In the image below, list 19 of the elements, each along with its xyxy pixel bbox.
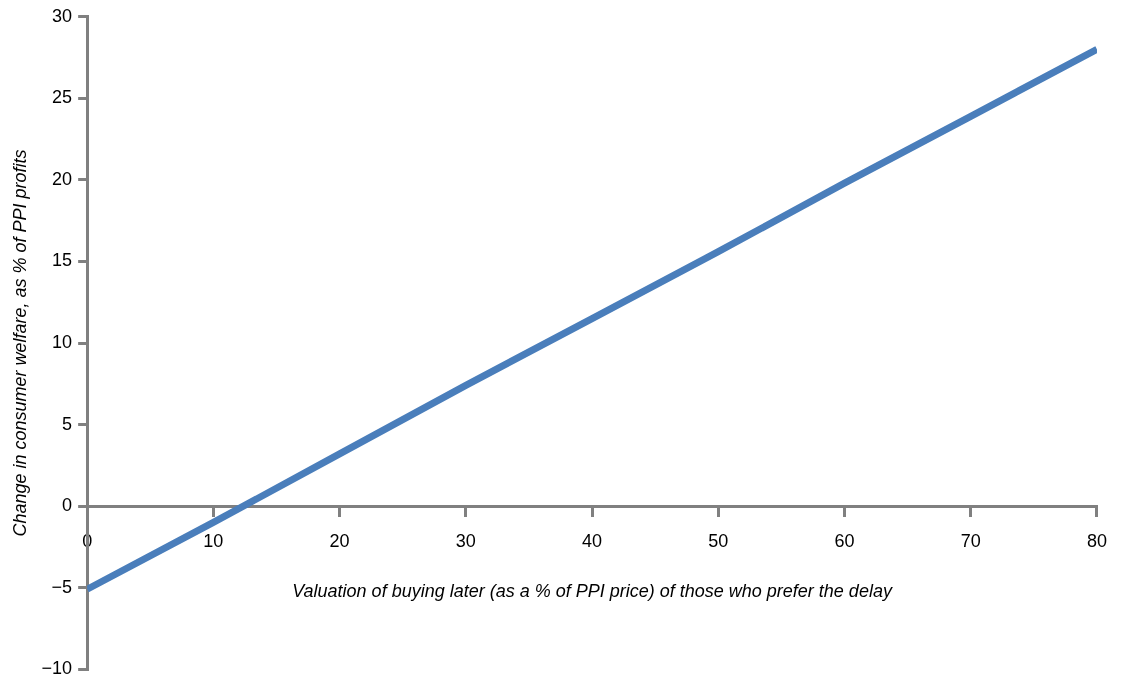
y-tick-label: 5	[62, 413, 73, 434]
y-tick-label: −10	[41, 658, 73, 679]
x-tick-label: 60	[834, 530, 855, 551]
y-tick-label: 25	[52, 87, 73, 108]
x-tick-label: 50	[708, 530, 729, 551]
y-tick-label: 20	[52, 168, 73, 189]
y-tick-label: −5	[51, 576, 73, 597]
x-tick-label: 70	[960, 530, 981, 551]
x-tick-label: 10	[203, 530, 224, 551]
x-tick-label: 20	[329, 530, 350, 551]
y-tick-label: 30	[52, 5, 73, 26]
x-axis-title: Valuation of buying later (as a % of PPI price) of those who prefer the delay	[292, 580, 893, 601]
x-tick-label: 30	[455, 530, 476, 551]
y-tick-label: 10	[52, 331, 73, 352]
y-axis-title: Change in consumer welfare, as % of PPI profits	[9, 149, 30, 537]
y-tick-label: 0	[62, 495, 73, 516]
x-tick-label: 80	[1086, 530, 1107, 551]
y-tick-label: 15	[52, 250, 73, 271]
x-tick-label: 40	[582, 530, 603, 551]
